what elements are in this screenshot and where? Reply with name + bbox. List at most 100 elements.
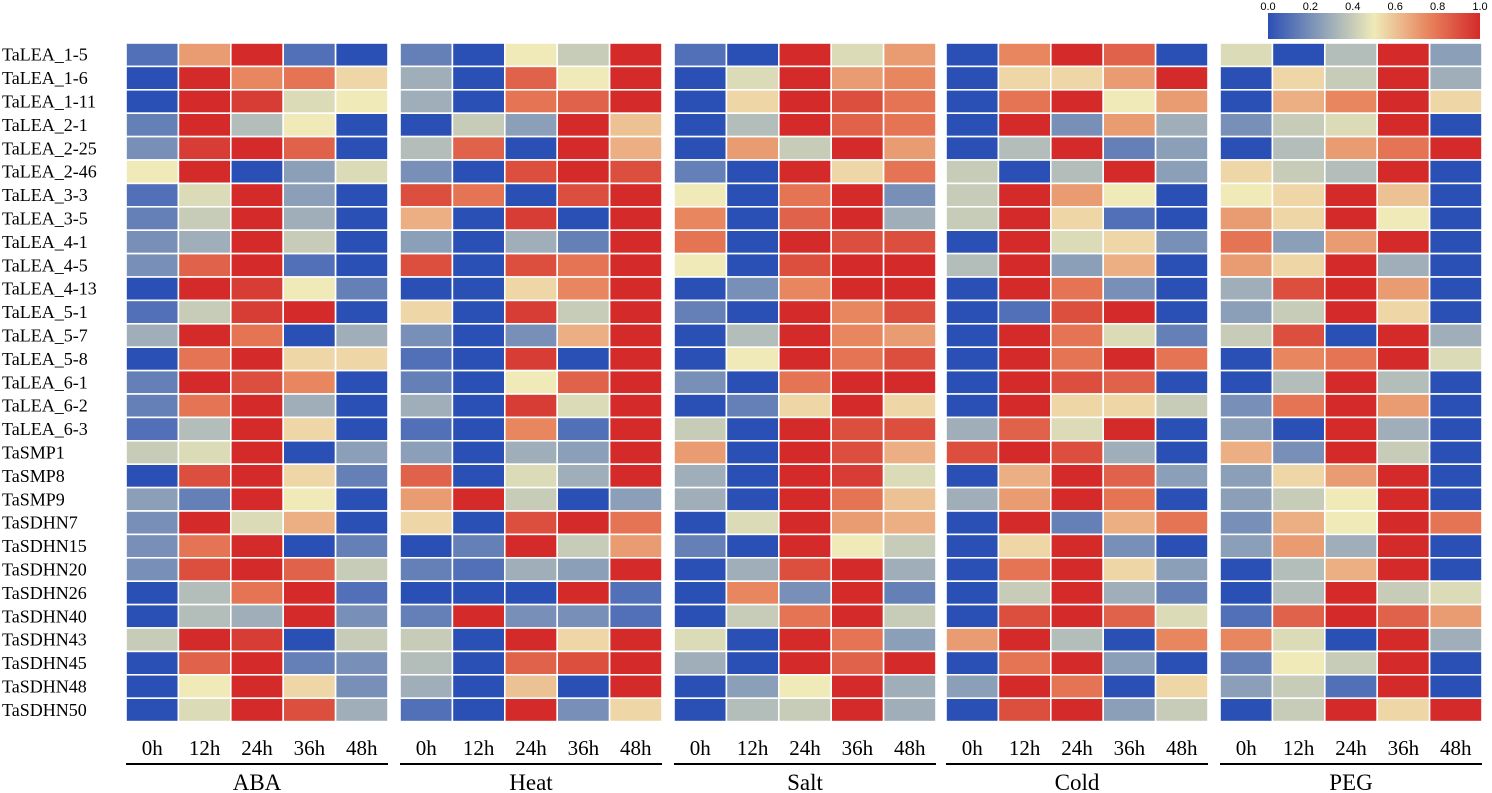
heatmap-cell: [1271, 229, 1326, 255]
heatmap-cell: [997, 112, 1052, 138]
heatmap-cell: [177, 603, 232, 629]
heatmap-cell: [334, 89, 389, 115]
heatmap-cell: [1271, 697, 1326, 723]
heatmap-cell: [1324, 650, 1379, 676]
heatmap-cell: [830, 346, 885, 372]
heatmap-cell: [282, 486, 337, 512]
heatmap-cell: [830, 369, 885, 395]
gene-label: TaLEA_4-1: [2, 232, 88, 252]
heatmap-cell: [334, 510, 389, 536]
colorbar-tick-label: 1.0: [1472, 1, 1487, 13]
heatmap-cell: [1324, 299, 1379, 325]
heatmap-cell: [777, 252, 832, 278]
heatmap-cell: [399, 89, 454, 115]
heatmap-cell: [125, 322, 180, 348]
timepoint-label: 48h: [1440, 736, 1472, 760]
heatmap-cell: [503, 369, 558, 395]
heatmap-cell: [177, 159, 232, 185]
heatmap-cell: [882, 322, 937, 348]
heatmap-cell: [1219, 393, 1274, 419]
heatmap-cell: [230, 697, 285, 723]
heatmap-cells: [125, 42, 1483, 723]
heatmap-cell: [125, 112, 180, 138]
heatmap-cell: [503, 42, 558, 68]
heatmap-cell: [1376, 603, 1431, 629]
heatmap-cell: [1428, 182, 1483, 208]
heatmap-cell: [608, 322, 663, 348]
heatmap-cell: [830, 650, 885, 676]
gene-label: TaLEA_3-5: [2, 209, 88, 229]
heatmap-cell: [1324, 556, 1379, 582]
heatmap-cell: [1376, 510, 1431, 536]
timepoint-label: 24h: [1061, 736, 1093, 760]
heatmap-cell: [997, 393, 1052, 419]
heatmap-cell: [1376, 369, 1431, 395]
heatmap-cell: [608, 369, 663, 395]
heatmap-cell: [673, 369, 728, 395]
heatmap-cell: [725, 463, 780, 489]
timepoint-label: 48h: [620, 736, 652, 760]
heatmap-cell: [1154, 299, 1209, 325]
heatmap-cell: [503, 322, 558, 348]
heatmap-cell: [230, 533, 285, 559]
heatmap-cell: [1102, 276, 1157, 302]
heatmap-cell: [777, 439, 832, 465]
heatmap-cell: [1050, 206, 1105, 232]
heatmap-cell: [1154, 463, 1209, 489]
heatmap-cell: [1376, 229, 1431, 255]
heatmap-cell: [1428, 650, 1483, 676]
heatmap-cell: [1102, 533, 1157, 559]
heatmap-cell: [882, 42, 937, 68]
heatmap-cell: [230, 416, 285, 442]
heatmap-cell: [1271, 42, 1326, 68]
heatmap-cell: [945, 510, 1000, 536]
heatmap-cell: [1219, 322, 1274, 348]
heatmap-cell: [830, 322, 885, 348]
heatmap-cell: [830, 463, 885, 489]
heatmap-cell: [230, 65, 285, 91]
timepoint-label: 0h: [690, 736, 712, 760]
heatmap-cell: [1376, 533, 1431, 559]
heatmap-cell: [503, 112, 558, 138]
heatmap-cell: [777, 206, 832, 232]
heatmap-cell: [1324, 229, 1379, 255]
heatmap-cell: [945, 322, 1000, 348]
heatmap-cell: [882, 486, 937, 512]
heatmap-cell: [334, 439, 389, 465]
heatmap-cell: [556, 229, 611, 255]
heatmap-cell: [882, 416, 937, 442]
heatmap-cell: [673, 603, 728, 629]
heatmap-cell: [830, 416, 885, 442]
heatmap-cell: [1102, 580, 1157, 606]
timepoint-label: 24h: [789, 736, 821, 760]
heatmap-cell: [725, 89, 780, 115]
heatmap-cell: [230, 182, 285, 208]
heatmap-cell: [777, 463, 832, 489]
heatmap-cell: [1050, 627, 1105, 653]
heatmap-cell: [1428, 603, 1483, 629]
heatmap-cell: [1154, 135, 1209, 161]
heatmap-cell: [673, 346, 728, 372]
heatmap-cell: [334, 486, 389, 512]
heatmap-cell: [1324, 322, 1379, 348]
heatmap-cell: [1219, 112, 1274, 138]
heatmap-cell: [399, 439, 454, 465]
heatmap-cell: [1154, 580, 1209, 606]
heatmap-cell: [556, 603, 611, 629]
heatmap-cell: [282, 463, 337, 489]
heatmap-cell: [608, 65, 663, 91]
heatmap-cell: [725, 510, 780, 536]
heatmap-cell: [503, 252, 558, 278]
heatmap-cell: [1376, 416, 1431, 442]
heatmap-cell: [1050, 673, 1105, 699]
heatmap-cell: [673, 416, 728, 442]
heatmap-cell: [1219, 510, 1274, 536]
heatmap-cell: [997, 416, 1052, 442]
heatmap-cell: [1376, 439, 1431, 465]
heatmap-cell: [177, 673, 232, 699]
heatmap-cell: [556, 580, 611, 606]
heatmap-cell: [777, 65, 832, 91]
heatmap-cell: [725, 42, 780, 68]
heatmap-cell: [334, 42, 389, 68]
heatmap-cell: [1154, 486, 1209, 512]
